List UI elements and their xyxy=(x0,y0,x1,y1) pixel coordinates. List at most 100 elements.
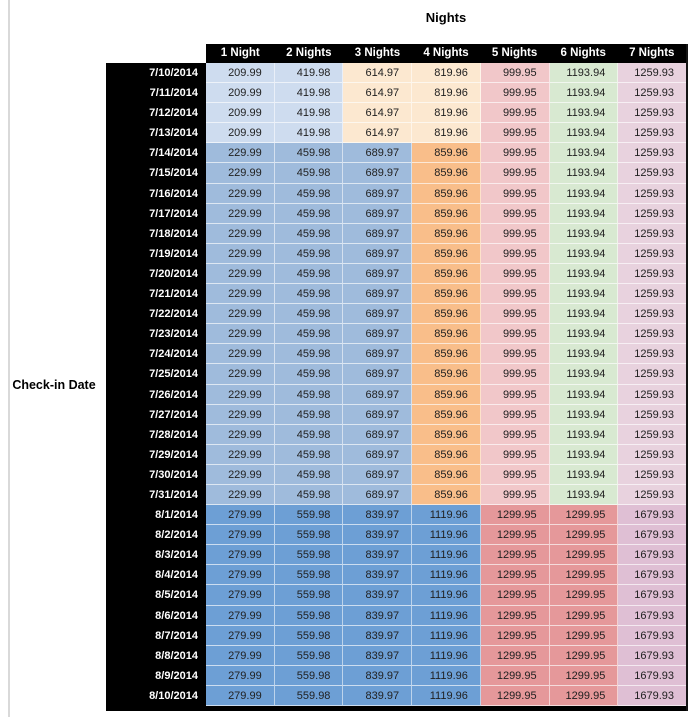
price-cell[interactable]: 1259.93 xyxy=(618,384,687,405)
price-cell[interactable]: 1259.93 xyxy=(618,83,687,104)
price-cell[interactable]: 229.99 xyxy=(206,344,275,365)
price-cell[interactable]: 999.95 xyxy=(480,464,550,485)
price-cell[interactable]: 419.98 xyxy=(274,103,344,124)
price-cell[interactable]: 859.96 xyxy=(412,143,481,164)
price-cell[interactable]: 1259.93 xyxy=(618,444,687,465)
price-cell[interactable]: 1259.93 xyxy=(618,364,687,385)
price-cell[interactable]: 819.96 xyxy=(412,123,481,144)
price-cell[interactable]: 689.97 xyxy=(343,143,413,164)
column-header-2-nights[interactable]: 2 Nights xyxy=(274,44,344,63)
price-cell[interactable]: 689.97 xyxy=(343,304,413,325)
price-cell[interactable]: 229.99 xyxy=(206,183,275,204)
price-cell[interactable]: 689.97 xyxy=(343,404,413,425)
price-cell[interactable]: 999.95 xyxy=(480,424,550,445)
price-cell[interactable]: 839.97 xyxy=(343,505,413,526)
row-date-header[interactable]: 7/25/2014 xyxy=(106,364,206,385)
price-cell[interactable]: 859.96 xyxy=(412,304,481,325)
price-cell[interactable]: 689.97 xyxy=(343,424,413,445)
row-date-header[interactable]: 7/20/2014 xyxy=(106,263,206,285)
price-cell[interactable]: 1193.94 xyxy=(549,444,619,465)
price-cell[interactable]: 1259.93 xyxy=(618,243,687,264)
price-cell[interactable]: 859.96 xyxy=(412,404,481,425)
price-cell[interactable]: 559.98 xyxy=(274,605,344,626)
price-cell[interactable]: 559.98 xyxy=(274,625,344,646)
price-cell[interactable]: 999.95 xyxy=(480,384,550,405)
price-cell[interactable]: 229.99 xyxy=(206,444,275,465)
price-cell[interactable]: 689.97 xyxy=(343,163,413,184)
row-date-header[interactable]: 8/3/2014 xyxy=(106,545,206,566)
price-cell[interactable]: 1193.94 xyxy=(549,464,619,485)
price-cell[interactable]: 1259.93 xyxy=(618,63,687,84)
row-date-header[interactable]: 7/12/2014 xyxy=(106,103,206,124)
price-cell[interactable]: 1299.95 xyxy=(480,545,550,566)
row-date-header[interactable]: 8/7/2014 xyxy=(106,625,206,646)
price-cell[interactable]: 1193.94 xyxy=(549,304,619,325)
row-date-header[interactable]: 7/29/2014 xyxy=(106,444,206,465)
price-cell[interactable]: 1259.93 xyxy=(618,284,687,305)
price-cell[interactable]: 999.95 xyxy=(480,203,550,224)
price-cell[interactable]: 1259.93 xyxy=(618,183,687,204)
price-cell[interactable]: 689.97 xyxy=(343,203,413,224)
price-cell[interactable]: 614.97 xyxy=(343,123,413,144)
column-header-7-nights[interactable]: 7 Nights xyxy=(617,44,687,63)
price-cell[interactable]: 1299.95 xyxy=(549,585,619,606)
price-cell[interactable]: 1119.96 xyxy=(412,665,481,686)
price-cell[interactable]: 459.98 xyxy=(274,464,344,485)
price-cell[interactable]: 859.96 xyxy=(412,324,481,345)
price-cell[interactable]: 689.97 xyxy=(343,284,413,305)
price-cell[interactable]: 229.99 xyxy=(206,364,275,385)
price-cell[interactable]: 859.96 xyxy=(412,263,481,285)
price-cell[interactable]: 559.98 xyxy=(274,685,344,706)
price-cell[interactable]: 1679.93 xyxy=(618,505,687,526)
price-cell[interactable]: 839.97 xyxy=(343,665,413,686)
row-date-header[interactable]: 7/18/2014 xyxy=(106,223,206,244)
price-cell[interactable]: 1259.93 xyxy=(618,103,687,124)
price-cell[interactable]: 1193.94 xyxy=(549,143,619,164)
price-cell[interactable]: 839.97 xyxy=(343,545,413,566)
price-cell[interactable]: 229.99 xyxy=(206,304,275,325)
price-cell[interactable]: 459.98 xyxy=(274,183,344,204)
price-cell[interactable]: 1193.94 xyxy=(549,83,619,104)
row-date-header[interactable]: 7/19/2014 xyxy=(106,243,206,264)
column-header-1-nights[interactable]: 1 Night xyxy=(206,44,275,63)
row-date-header[interactable]: 7/17/2014 xyxy=(106,203,206,224)
price-cell[interactable]: 1679.93 xyxy=(618,645,687,666)
price-cell[interactable]: 1299.95 xyxy=(480,625,550,646)
price-cell[interactable]: 459.98 xyxy=(274,243,344,264)
price-cell[interactable]: 859.96 xyxy=(412,223,481,244)
row-date-header[interactable]: 8/9/2014 xyxy=(106,665,206,686)
price-cell[interactable]: 1299.95 xyxy=(549,605,619,626)
price-cell[interactable]: 859.96 xyxy=(412,384,481,405)
price-cell[interactable]: 1193.94 xyxy=(549,324,619,345)
price-cell[interactable]: 1679.93 xyxy=(618,545,687,566)
price-cell[interactable]: 1679.93 xyxy=(618,685,687,706)
row-date-header[interactable]: 7/28/2014 xyxy=(106,424,206,445)
price-cell[interactable]: 1679.93 xyxy=(618,665,687,686)
price-cell[interactable]: 1193.94 xyxy=(549,223,619,244)
row-date-header[interactable]: 7/21/2014 xyxy=(106,284,206,305)
price-cell[interactable]: 1259.93 xyxy=(618,404,687,425)
price-cell[interactable]: 279.99 xyxy=(206,545,275,566)
price-cell[interactable]: 839.97 xyxy=(343,565,413,586)
price-cell[interactable]: 1259.93 xyxy=(618,304,687,325)
price-cell[interactable]: 859.96 xyxy=(412,203,481,224)
price-cell[interactable]: 1193.94 xyxy=(549,263,619,285)
row-date-header[interactable]: 7/31/2014 xyxy=(106,484,206,506)
price-cell[interactable]: 1299.95 xyxy=(480,525,550,546)
price-cell[interactable]: 1299.95 xyxy=(549,625,619,646)
price-cell[interactable]: 859.96 xyxy=(412,484,481,506)
price-cell[interactable]: 459.98 xyxy=(274,424,344,445)
price-cell[interactable]: 1193.94 xyxy=(549,344,619,365)
price-cell[interactable]: 999.95 xyxy=(480,123,550,144)
price-cell[interactable]: 459.98 xyxy=(274,364,344,385)
price-cell[interactable]: 279.99 xyxy=(206,665,275,686)
price-cell[interactable]: 279.99 xyxy=(206,625,275,646)
price-cell[interactable]: 229.99 xyxy=(206,163,275,184)
price-cell[interactable]: 859.96 xyxy=(412,424,481,445)
price-cell[interactable]: 1119.96 xyxy=(412,605,481,626)
price-cell[interactable]: 999.95 xyxy=(480,284,550,305)
price-cell[interactable]: 459.98 xyxy=(274,324,344,345)
price-cell[interactable]: 999.95 xyxy=(480,324,550,345)
row-date-header[interactable]: 8/1/2014 xyxy=(106,505,206,526)
price-cell[interactable]: 1259.93 xyxy=(618,123,687,144)
